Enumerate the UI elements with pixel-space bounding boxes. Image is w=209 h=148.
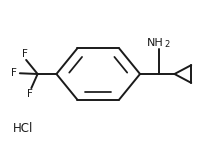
Text: NH: NH — [147, 38, 163, 48]
Text: F: F — [11, 68, 17, 78]
Text: HCl: HCl — [13, 122, 33, 135]
Text: 2: 2 — [164, 40, 169, 49]
Text: F: F — [27, 89, 33, 99]
Text: F: F — [22, 49, 28, 59]
